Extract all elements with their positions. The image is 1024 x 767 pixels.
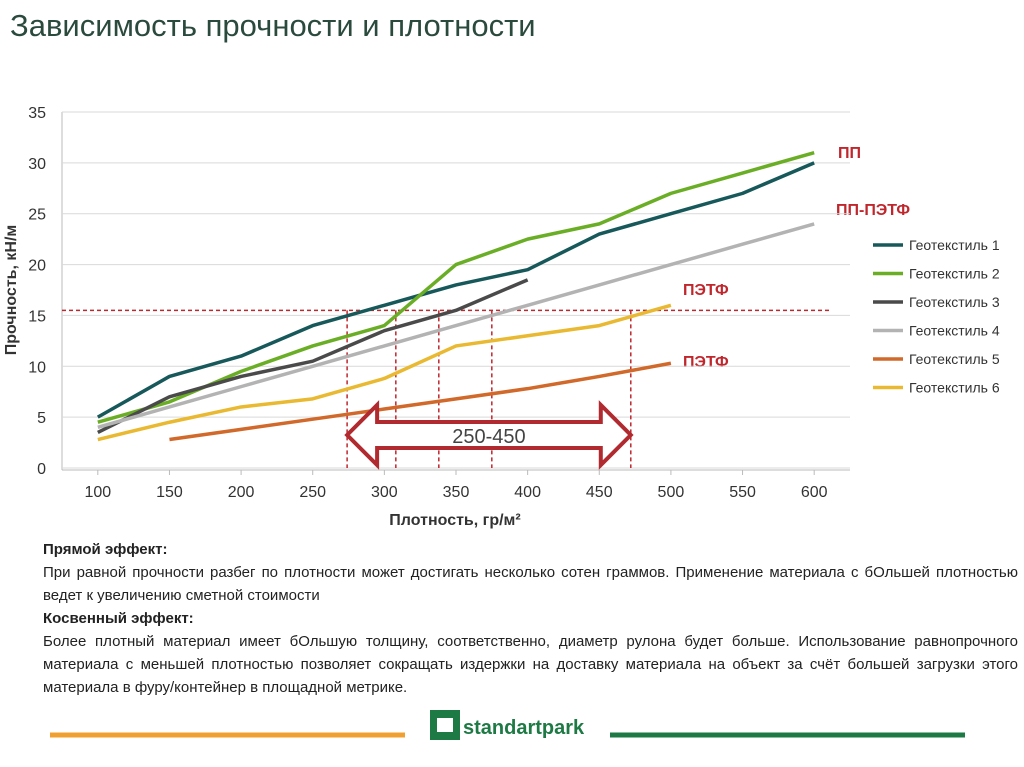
- logo: standartpark: [463, 717, 585, 739]
- legend-label: Геотекстиль 6: [909, 380, 1000, 396]
- x-tick-label: 350: [443, 484, 470, 501]
- y-tick-label: 0: [37, 461, 46, 478]
- range-label: 250-450: [452, 426, 525, 448]
- series-line: [97, 303, 672, 442]
- logo-icon: [437, 718, 453, 732]
- x-tick-label: 450: [586, 484, 613, 501]
- y-tick-label: 30: [28, 156, 46, 173]
- legend-label: Геотекстиль 3: [909, 294, 1000, 310]
- x-tick-label: 600: [801, 484, 828, 501]
- y-tick-label: 5: [37, 410, 46, 427]
- range-arrow: [344, 400, 634, 470]
- paragraph: Более плотный материал имеет бОльшую тол…: [43, 633, 1018, 696]
- legend-label: Геотекстиль 5: [909, 351, 1000, 367]
- y-axis-label: Прочность, кН/м: [3, 225, 20, 355]
- paragraph: При равной прочности разбег по плотности…: [43, 564, 1018, 604]
- series-line: [96, 161, 815, 419]
- annotation: ПЭТФ: [683, 282, 729, 299]
- slide-title: Зависимость прочности и плотности: [10, 8, 536, 43]
- series-line: [97, 222, 815, 429]
- x-tick-label: 400: [514, 484, 541, 501]
- annotation: ПП-ПЭТФ: [836, 202, 910, 219]
- legend-label: Геотекстиль 4: [909, 323, 1000, 339]
- legend-label: Геотекстиль 1: [909, 237, 1000, 253]
- x-tick-label: 250: [299, 484, 326, 501]
- x-tick-label: 150: [156, 484, 183, 501]
- y-tick-label: 10: [28, 359, 46, 376]
- x-tick-label: 550: [729, 484, 756, 501]
- heading: Косвенный эффект:: [43, 610, 194, 627]
- annotation: ПЭТФ: [683, 354, 729, 371]
- y-tick-label: 35: [28, 105, 46, 122]
- y-tick-label: 15: [28, 308, 46, 325]
- series-line: [169, 361, 672, 442]
- legend-label: Геотекстиль 2: [909, 266, 1000, 282]
- annotation: ПП: [838, 145, 861, 162]
- x-tick-label: 200: [228, 484, 255, 501]
- x-tick-label: 100: [84, 484, 111, 501]
- notes: Прямой эффект: При равной прочности разб…: [43, 538, 1018, 699]
- heading: Прямой эффект:: [43, 541, 168, 558]
- y-tick-label: 25: [28, 207, 46, 224]
- x-axis-label: Плотность, гр/м²: [389, 512, 520, 529]
- x-tick-label: 500: [658, 484, 685, 501]
- x-tick-label: 300: [371, 484, 398, 501]
- series-line: [97, 278, 529, 434]
- y-tick-label: 20: [28, 258, 46, 275]
